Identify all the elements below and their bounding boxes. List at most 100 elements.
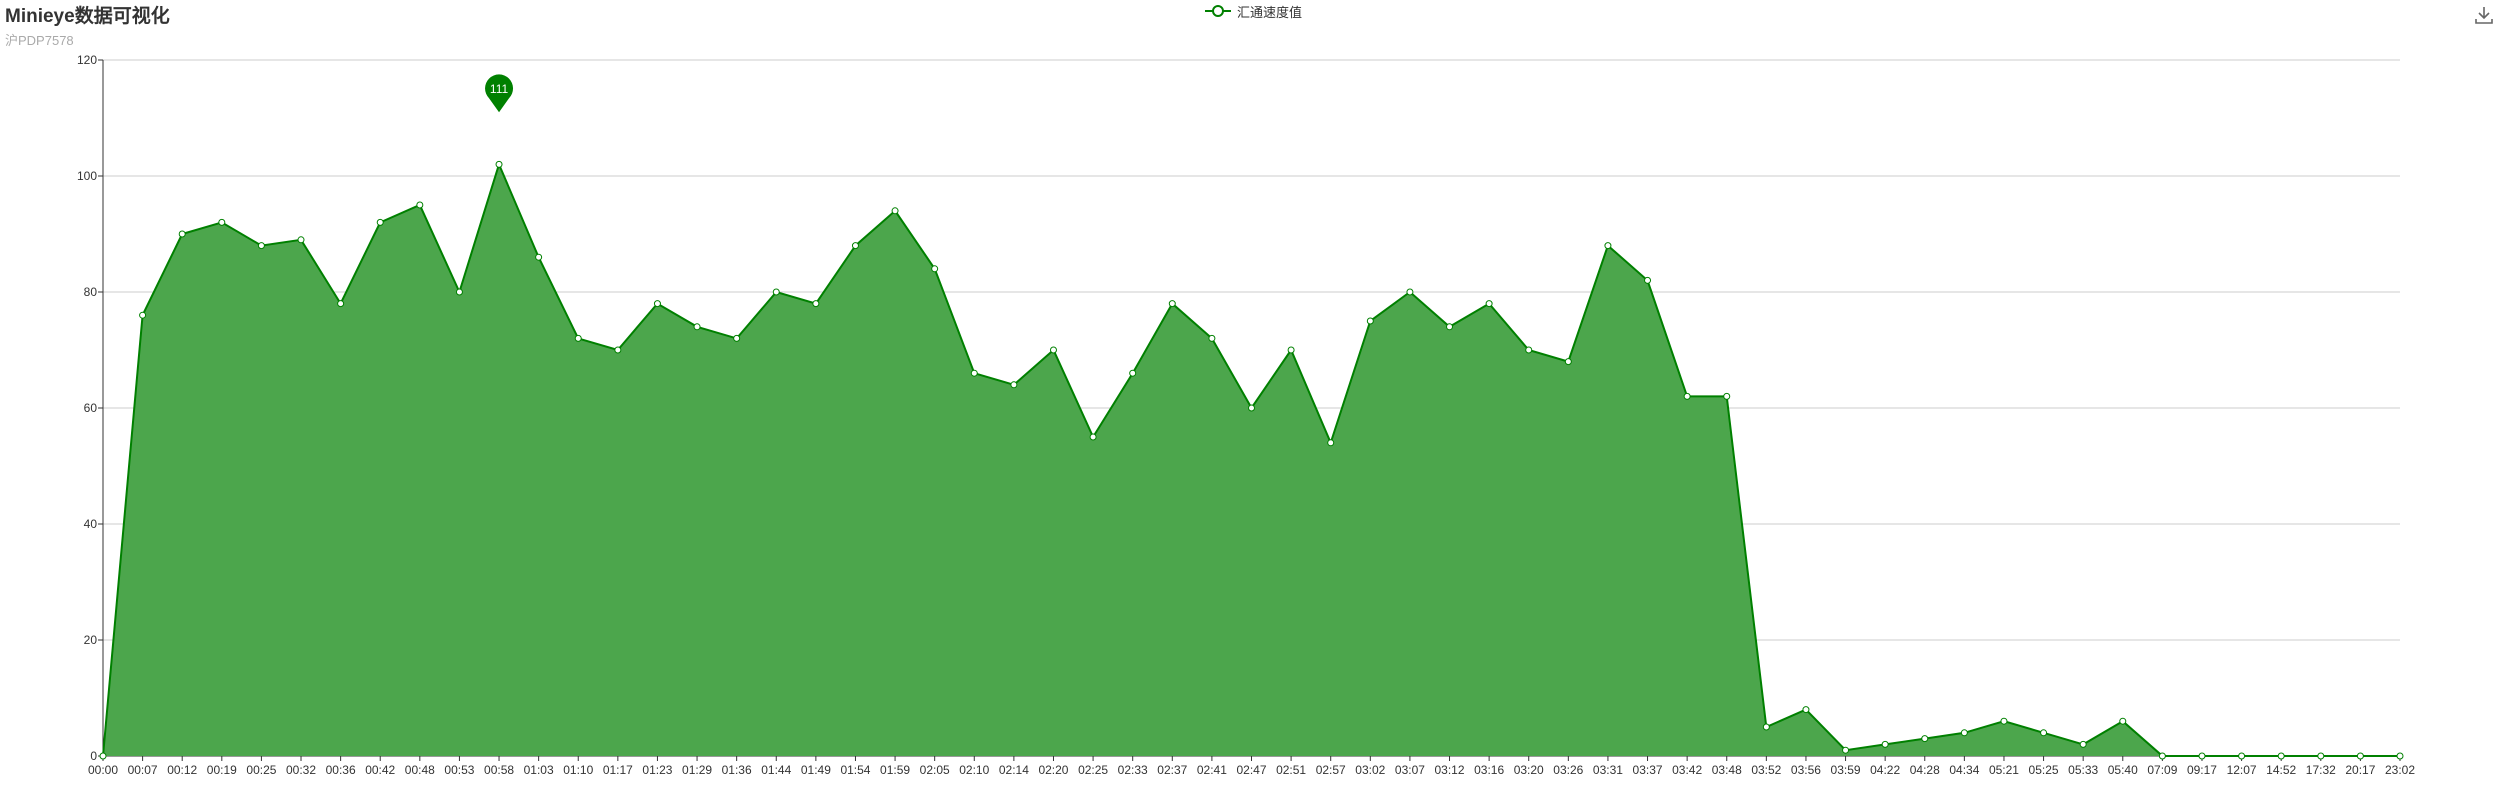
x-tick-label: 04:34 bbox=[1949, 763, 1979, 777]
data-point bbox=[1446, 323, 1454, 331]
x-tick-label: 20:17 bbox=[2345, 763, 2375, 777]
x-tick-label: 03:07 bbox=[1395, 763, 1425, 777]
y-tick-label: 120 bbox=[77, 53, 97, 67]
x-tick-label: 02:33 bbox=[1118, 763, 1148, 777]
data-point bbox=[2158, 752, 2166, 760]
data-point bbox=[1366, 317, 1374, 325]
data-point bbox=[733, 334, 741, 342]
data-point bbox=[257, 242, 265, 250]
x-tick-label: 12:07 bbox=[2227, 763, 2257, 777]
data-point bbox=[1406, 288, 1414, 296]
data-point bbox=[2356, 752, 2364, 760]
data-point bbox=[1802, 706, 1810, 714]
x-tick-label: 00:58 bbox=[484, 763, 514, 777]
x-tick-label: 01:29 bbox=[682, 763, 712, 777]
data-point bbox=[99, 752, 107, 760]
data-point bbox=[1842, 746, 1850, 754]
data-point bbox=[139, 311, 147, 319]
x-tick-label: 04:28 bbox=[1910, 763, 1940, 777]
x-tick-label: 03:42 bbox=[1672, 763, 1702, 777]
data-point bbox=[495, 160, 503, 168]
x-tick-label: 03:16 bbox=[1474, 763, 1504, 777]
x-tick-label: 02:14 bbox=[999, 763, 1029, 777]
data-point bbox=[891, 207, 899, 215]
x-tick-label: 05:40 bbox=[2108, 763, 2138, 777]
data-point bbox=[1564, 358, 1572, 366]
x-tick-label: 05:21 bbox=[1989, 763, 2019, 777]
x-tick-label: 03:26 bbox=[1553, 763, 1583, 777]
data-point bbox=[2277, 752, 2285, 760]
data-point bbox=[2000, 717, 2008, 725]
x-tick-label: 00:32 bbox=[286, 763, 316, 777]
x-tick-label: 02:47 bbox=[1236, 763, 1266, 777]
x-tick-label: 03:59 bbox=[1831, 763, 1861, 777]
data-point bbox=[2040, 729, 2048, 737]
data-point bbox=[535, 253, 543, 261]
data-point bbox=[2079, 740, 2087, 748]
x-tick-label: 03:12 bbox=[1435, 763, 1465, 777]
legend-line-icon bbox=[1205, 5, 1231, 17]
data-point bbox=[1287, 346, 1295, 354]
data-point bbox=[1248, 404, 1255, 412]
x-tick-label: 01:03 bbox=[524, 763, 554, 777]
max-marker-label: 111 bbox=[490, 82, 509, 96]
x-tick-label: 00:25 bbox=[246, 763, 276, 777]
x-tick-label: 00:42 bbox=[365, 763, 395, 777]
data-point bbox=[1723, 392, 1731, 400]
x-tick-label: 03:31 bbox=[1593, 763, 1623, 777]
data-point bbox=[1960, 729, 1968, 737]
x-tick-label: 02:20 bbox=[1038, 763, 1068, 777]
x-tick-label: 00:48 bbox=[405, 763, 435, 777]
x-tick-label: 05:25 bbox=[2029, 763, 2059, 777]
data-point bbox=[2317, 752, 2325, 760]
data-point bbox=[970, 369, 978, 377]
x-tick-label: 03:02 bbox=[1355, 763, 1385, 777]
x-tick-label: 02:37 bbox=[1157, 763, 1187, 777]
data-point bbox=[1485, 300, 1493, 308]
data-point bbox=[1010, 381, 1018, 389]
data-point bbox=[376, 218, 384, 226]
x-tick-label: 02:41 bbox=[1197, 763, 1227, 777]
x-tick-label: 01:10 bbox=[563, 763, 593, 777]
download-icon[interactable] bbox=[2473, 4, 2495, 26]
data-point bbox=[1921, 735, 1929, 743]
y-tick-label: 0 bbox=[90, 749, 97, 763]
x-tick-label: 02:25 bbox=[1078, 763, 1108, 777]
legend-label: 汇通速度值 bbox=[1237, 4, 1303, 20]
data-point bbox=[455, 288, 463, 296]
data-point bbox=[2119, 717, 2127, 725]
x-tick-label: 01:44 bbox=[761, 763, 791, 777]
y-tick-label: 40 bbox=[84, 517, 98, 531]
x-tick-label: 07:09 bbox=[2147, 763, 2177, 777]
x-tick-label: 02:57 bbox=[1316, 763, 1346, 777]
chart-subtitle: 沪PDP7578 bbox=[5, 33, 74, 48]
x-tick-label: 14:52 bbox=[2266, 763, 2296, 777]
data-point bbox=[1129, 369, 1137, 377]
data-point bbox=[178, 230, 186, 238]
x-tick-label: 01:36 bbox=[722, 763, 752, 777]
x-tick-label: 02:05 bbox=[920, 763, 950, 777]
x-tick-label: 02:10 bbox=[959, 763, 989, 777]
x-tick-label: 02:51 bbox=[1276, 763, 1306, 777]
x-tick-label: 04:22 bbox=[1870, 763, 1900, 777]
x-tick-label: 00:12 bbox=[167, 763, 197, 777]
data-point bbox=[931, 265, 939, 273]
data-point bbox=[1049, 346, 1057, 354]
data-point bbox=[2238, 752, 2246, 760]
data-point bbox=[337, 300, 345, 308]
x-tick-label: 00:07 bbox=[128, 763, 158, 777]
data-point bbox=[851, 242, 859, 250]
x-tick-label: 03:52 bbox=[1751, 763, 1781, 777]
data-point bbox=[614, 346, 622, 354]
legend-item-series[interactable]: 汇通速度值 bbox=[1205, 2, 1302, 20]
data-point bbox=[2396, 752, 2404, 760]
x-tick-label: 00:19 bbox=[207, 763, 237, 777]
data-point bbox=[1208, 334, 1216, 342]
x-tick-label: 00:36 bbox=[326, 763, 356, 777]
x-tick-label: 09:17 bbox=[2187, 763, 2217, 777]
data-point bbox=[1327, 439, 1335, 447]
data-point bbox=[812, 300, 820, 308]
data-point bbox=[1762, 723, 1770, 731]
data-point bbox=[1683, 392, 1691, 400]
